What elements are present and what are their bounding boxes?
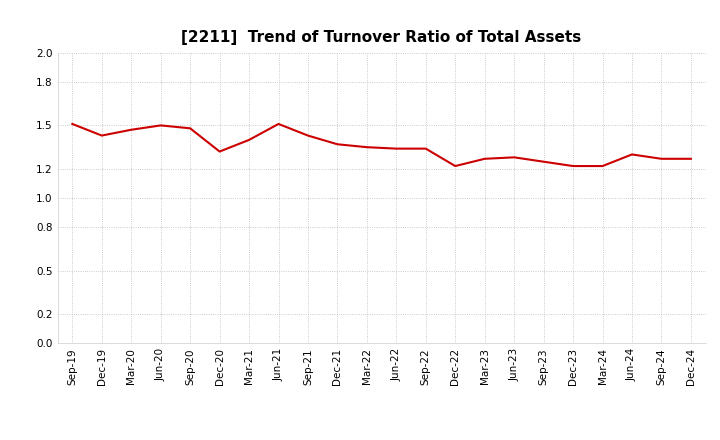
- Title: [2211]  Trend of Turnover Ratio of Total Assets: [2211] Trend of Turnover Ratio of Total …: [181, 29, 582, 45]
